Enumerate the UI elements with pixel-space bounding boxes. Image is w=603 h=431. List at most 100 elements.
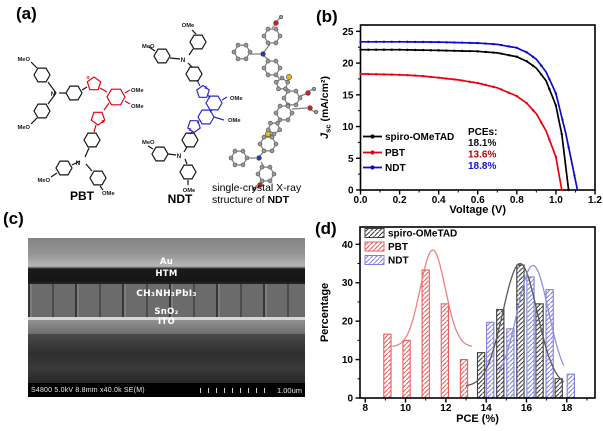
atom-label-n: N [51, 91, 56, 98]
hist-ylabel: Percentage [319, 283, 331, 342]
svg-text:0.0: 0.0 [354, 195, 368, 206]
panel-b-label: (b) [316, 7, 338, 26]
hist-fit-PBT [392, 249, 473, 348]
jv-pce-title: PCEs: [468, 127, 497, 138]
svg-text:0: 0 [347, 394, 353, 405]
panel-c-label: (c) [3, 209, 24, 228]
svg-text:0.6: 0.6 [471, 195, 485, 206]
jv-xlabel: Voltage (V) [449, 204, 506, 216]
sem-gold-top-layer [28, 238, 305, 266]
hist-legend-label-spiro-OMeTAD: spiro-OMeTAD [388, 229, 457, 240]
ndt-caption: NDT [167, 192, 193, 206]
pbt-skeleton [30, 61, 131, 191]
atom-label-meo: MeO [142, 44, 155, 50]
atom-label-ome: OMe [102, 191, 115, 197]
svg-text:8: 8 [362, 403, 368, 414]
jv-chart: 0.0 0.2 0.4 0.6 0.8 1.0 1.2 0 5 10 15 20 25 Voltage (… [319, 24, 602, 216]
atom-label-ome: OMe [131, 104, 144, 110]
atom-label-ome: OMe [230, 96, 243, 102]
svg-text:10: 10 [400, 403, 412, 414]
atom-label-n: N [76, 160, 81, 167]
svg-text:12: 12 [440, 403, 452, 414]
xray-crystal-structure [228, 14, 319, 192]
atom-label-ome: OMe [183, 188, 196, 194]
hist-bar-spiro-OMeTAD [535, 303, 544, 399]
sem-scale-text: 1.00um [276, 385, 302, 395]
sem-sno2-layer [28, 317, 305, 320]
sem-image: Au HTM CH₃NH₃PbI₃ SnO₂ ITO S4800 5.0kV 8… [28, 238, 305, 397]
atom-label-n: N [177, 153, 182, 160]
atom-label-ome: OMe [131, 88, 144, 94]
atom-label-meo: MeO [142, 140, 155, 146]
atom-label-s: S [188, 127, 192, 133]
jv-pce-value-PBT: 13.6% [468, 150, 496, 161]
sem-ito-layer [28, 320, 305, 334]
sem-label-htm: HTM [155, 269, 178, 279]
jv-series-NDT [359, 40, 579, 191]
pce-histogram-chart: 8 10 12 14 16 18 0 10 20 30 40 PCE (%) Percentage spi… [319, 226, 596, 425]
xray-caption-line2: structure of NDT [212, 193, 290, 206]
ndt-skeleton [147, 29, 228, 185]
hist-bars [383, 264, 575, 399]
jv-legend: spiro-OMeTAD PBT NDT PCEs:18.1%13.6%18.8% [363, 127, 497, 174]
jv-series-spiro-OMeTAD [359, 48, 570, 192]
sem-label-sno2: SnO₂ [154, 307, 179, 317]
hist-axes: 8 10 12 14 16 18 0 10 20 30 40 PCE (%) [342, 226, 596, 425]
hist-bar-PBT [421, 269, 430, 399]
svg-text:20: 20 [342, 317, 354, 328]
sem-scale-ticks [199, 387, 272, 393]
atom-label-s: S [101, 119, 105, 125]
jv-legend-label-PBT: PBT [385, 148, 405, 159]
hist-xlabel: PCE (%) [456, 413, 499, 425]
hist-bar-PBT [383, 333, 392, 399]
svg-text:18: 18 [561, 403, 573, 414]
svg-text:15: 15 [342, 90, 354, 101]
svg-text:40: 40 [342, 240, 354, 251]
svg-text:25: 25 [342, 27, 354, 38]
sem-perovskite-layer [28, 284, 305, 317]
atom-label-s: S [86, 75, 90, 81]
svg-text:5: 5 [348, 154, 354, 165]
sem-metadata-text: S4800 5.0kV 8.8mm x40.0k SE(M) [31, 386, 145, 394]
svg-text:10: 10 [342, 122, 354, 133]
hist-bar-PBT [440, 303, 450, 399]
svg-text:14: 14 [481, 403, 493, 414]
svg-text:10: 10 [342, 355, 354, 366]
hist-fit-NDT [498, 264, 565, 372]
panel-a-label: (a) [16, 4, 37, 23]
jv-legend-label-NDT: NDT [385, 163, 406, 174]
xray-ball-stick-model [228, 14, 319, 192]
hist-bar-spiro-OMeTAD [554, 378, 563, 399]
svg-text:0.4: 0.4 [432, 195, 446, 206]
hist-legend-label-PBT: PBT [388, 242, 408, 253]
sem-label-au: Au [159, 257, 174, 267]
svg-text:0: 0 [348, 186, 354, 197]
svg-text:0.2: 0.2 [393, 195, 407, 206]
sem-substrate-layer [28, 334, 305, 383]
jv-axes: 0.0 0.2 0.4 0.6 0.8 1.0 1.2 0 5 10 15 20 25 Voltage (… [342, 24, 602, 216]
atom-label-meo: MeO [17, 57, 30, 63]
pbt-caption: PBT [70, 189, 94, 203]
atom-label-s: S [204, 85, 208, 91]
svg-text:30: 30 [342, 278, 354, 289]
atom-label-ome: OMe [182, 23, 195, 29]
panel-d-label: (d) [315, 219, 337, 238]
svg-text:1.2: 1.2 [588, 195, 602, 206]
hist-bar-spiro-OMeTAD [476, 352, 486, 399]
hist-bar-PBT [402, 339, 411, 399]
xray-caption: single-crystal X-ray structure of NDT [212, 182, 316, 206]
hist-legend-label-NDT: NDT [388, 256, 409, 267]
pbt-structure: MeO MeO MeO OMe OMe OMe N N S S [17, 57, 144, 197]
sem-info-bar: S4800 5.0kV 8.8mm x40.0k SE(M) 1.00um [28, 383, 305, 397]
svg-text:16: 16 [521, 403, 533, 414]
hist-legend: spiro-OMeTAD PBT NDT [364, 228, 457, 267]
hist-bar-NDT [566, 373, 575, 399]
jv-pce-value-spiro-OMeTAD: 18.1% [468, 138, 496, 149]
xray-caption-line1: single-crystal X-ray [212, 182, 302, 194]
hist-bar-PBT [459, 359, 469, 399]
hist-fit-curves [392, 249, 565, 387]
atom-label-meo: MeO [17, 125, 30, 131]
sem-label-perovskite: CH₃NH₃PbI₃ [136, 289, 197, 299]
jv-series-PBT [359, 72, 563, 192]
